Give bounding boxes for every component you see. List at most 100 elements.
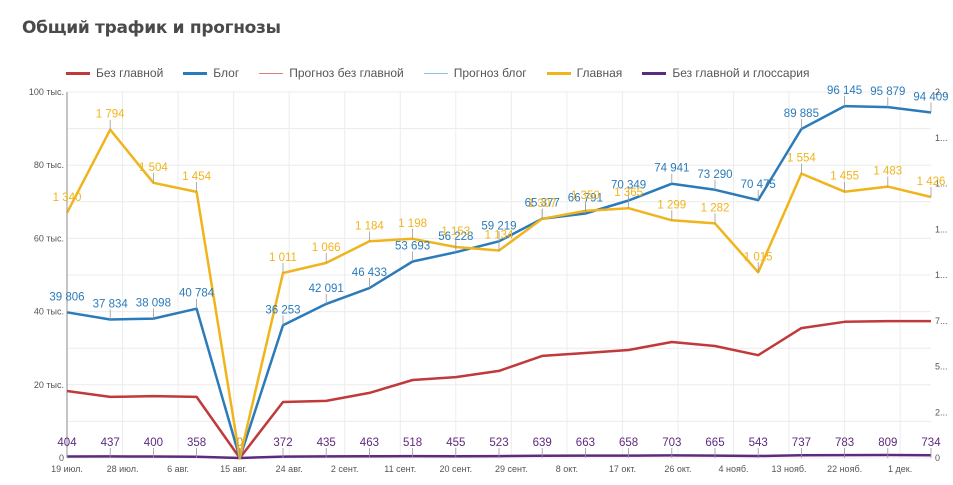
right-axis-tick-label: 1...	[935, 270, 948, 280]
x-tick-label: 6 авг.	[167, 464, 189, 474]
data-label: 36 253	[265, 304, 300, 316]
legend-item[interactable]: Блог	[183, 66, 239, 80]
legend-swatch	[66, 71, 90, 75]
x-tick-label: 8 окт.	[556, 464, 578, 474]
x-tick-label: 13 нояб.	[772, 464, 807, 474]
data-label: 463	[360, 437, 379, 449]
data-label: 96 145	[827, 85, 862, 97]
left-axis-tick-label: 20 тыс.	[34, 380, 64, 390]
data-label: 1 454	[182, 171, 211, 183]
legend-swatch	[642, 71, 667, 75]
data-label: 40 784	[179, 288, 215, 300]
x-tick-label: 17 окт.	[609, 464, 636, 474]
legend-item[interactable]: Прогноз блог	[423, 66, 527, 80]
right-axis-tick-label: 0	[935, 453, 940, 463]
data-label: 1 350	[571, 190, 600, 202]
left-axis-tick-label: 80 тыс.	[34, 160, 64, 170]
legend-label: Без главной	[96, 66, 164, 80]
legend-label: Прогноз блог	[453, 66, 527, 80]
x-tick-label: 22 нояб.	[827, 464, 862, 474]
right-axis-tick-label: 1...	[935, 179, 948, 189]
legend-item[interactable]: Без главной и глоссария	[642, 66, 809, 80]
data-label: 94 409	[913, 91, 948, 103]
legend-swatch	[259, 72, 284, 74]
x-tick-label: 29 сент.	[495, 464, 528, 474]
legend-swatch	[546, 71, 571, 75]
right-axis-tick-label: 7...	[935, 316, 948, 326]
legend-label: Без главной и глоссария	[672, 66, 810, 80]
data-label: 95 879	[870, 86, 905, 98]
legend-swatch	[423, 72, 448, 74]
data-label: 1 198	[398, 218, 427, 230]
data-label: 74 941	[654, 163, 689, 175]
data-label: 737	[792, 437, 811, 449]
data-label: 37 834	[93, 299, 129, 311]
data-label: 46 433	[352, 267, 387, 279]
data-label: 1 554	[787, 153, 816, 165]
data-label: 38 098	[136, 298, 171, 310]
chart-legend: Без главной Блог Прогноз без главной Прогно…	[66, 66, 829, 80]
data-label: 1 282	[701, 202, 730, 214]
data-label: 1 011	[269, 252, 297, 264]
data-label: 1 504	[139, 162, 168, 174]
data-label: 404	[57, 437, 77, 449]
data-label: 1 134	[485, 229, 514, 241]
right-axis-tick-label: 1...	[935, 133, 948, 143]
data-label: 70 349	[611, 180, 646, 192]
data-label: 523	[489, 437, 508, 449]
data-label: 89 885	[784, 108, 819, 120]
data-label: 1 794	[96, 109, 125, 121]
right-axis-tick-label: 2...	[935, 87, 948, 97]
right-axis-tick-label: 5...	[935, 362, 948, 372]
data-label: 437	[101, 437, 120, 449]
left-axis-tick-label: 0	[59, 453, 64, 463]
data-label: 66 791	[568, 193, 603, 205]
legend-item[interactable]: Главная	[546, 66, 623, 80]
data-label: 53 693	[395, 240, 430, 252]
x-tick-label: 15 авг.	[220, 464, 247, 474]
data-label: 455	[446, 437, 465, 449]
data-label: 73 290	[697, 169, 732, 181]
legend-item[interactable]: Прогноз без главной	[259, 66, 404, 80]
data-label: 435	[317, 437, 336, 449]
data-label: 663	[576, 437, 595, 449]
data-label: 518	[403, 437, 422, 449]
data-label: 1 184	[355, 220, 384, 232]
x-tick-label: 4 нояб.	[719, 464, 749, 474]
x-tick-label: 1 дек.	[888, 464, 912, 474]
data-label: 59 219	[481, 220, 516, 232]
x-tick-label: 26 окт.	[664, 464, 691, 474]
series-line-2	[65, 128, 932, 460]
left-axis-tick-label: 40 тыс.	[34, 307, 64, 317]
data-label: 400	[144, 437, 163, 449]
x-tick-label: 19 июл.	[51, 464, 83, 474]
legend-item[interactable]: Без главной	[66, 66, 163, 80]
legend-swatch	[183, 71, 208, 75]
data-label: 1 426	[917, 176, 946, 188]
left-axis-tick-label: 60 тыс.	[34, 233, 64, 243]
right-axis-tick-label: 2...	[935, 407, 948, 417]
data-label: 65 377	[525, 198, 560, 210]
chart-title: Общий трафик и прогнозы	[22, 18, 281, 38]
x-tick-label: 2 сент.	[331, 464, 359, 474]
series-line-0	[66, 319, 931, 460]
data-label: 639	[533, 437, 552, 449]
x-tick-label: 11 сент.	[384, 464, 416, 474]
data-label: 42 091	[309, 283, 344, 295]
data-label: 1 066	[312, 242, 341, 254]
data-label: 1 299	[657, 199, 686, 211]
x-tick-label: 28 июл.	[107, 464, 139, 474]
data-label: 39 806	[49, 291, 84, 303]
x-tick-label: 24 авг.	[276, 464, 303, 474]
data-label: 0	[237, 437, 243, 449]
data-label: 783	[835, 437, 854, 449]
data-label: 1 365	[614, 187, 643, 199]
data-label: 0	[237, 437, 243, 449]
legend-label: Главная	[576, 66, 623, 80]
right-axis-tick-label: 1...	[935, 224, 948, 234]
x-tick-label: 20 сент.	[439, 464, 472, 474]
data-label: 809	[878, 437, 897, 449]
data-label: 70 475	[741, 179, 776, 191]
data-label: 372	[273, 437, 292, 449]
